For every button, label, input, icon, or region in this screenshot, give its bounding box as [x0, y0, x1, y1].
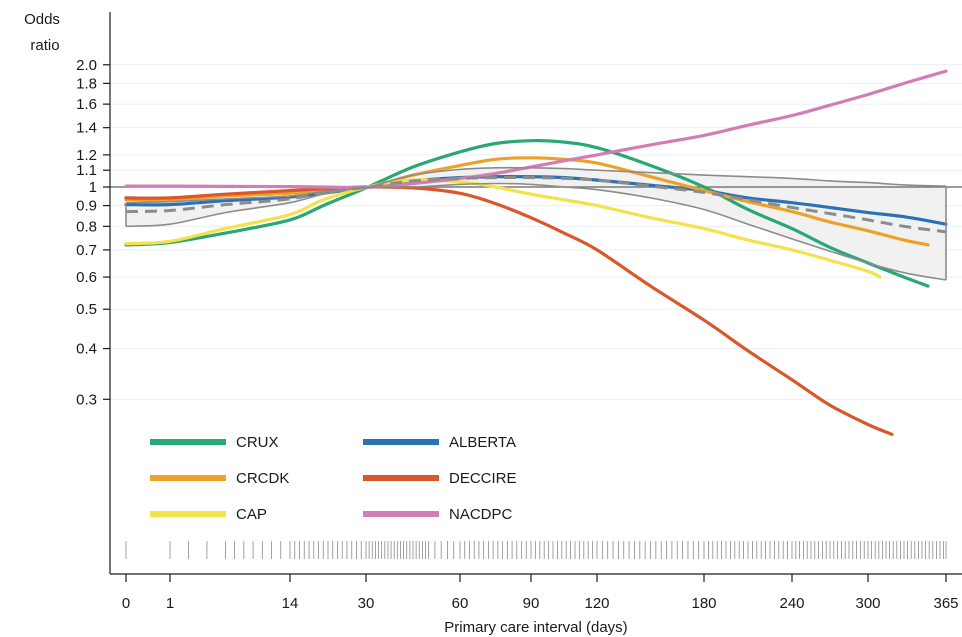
y-axis-title-line1: Odds [24, 11, 60, 28]
x-tick-label-120: 120 [584, 595, 609, 612]
x-ticks: 0 1 14 30 60 90 120 180 240 300 365 [122, 574, 959, 612]
x-tick-label-300: 300 [855, 595, 880, 612]
y-ticks: 0.3 0.4 0.5 0.6 0.7 0.8 0.9 11.11.2 1.4 1.6 1.82.0 [76, 57, 110, 408]
y-tick-label-1: 1 [89, 179, 97, 196]
y-tick-label-1-4: 1.4 [76, 120, 97, 137]
x-tick-label-30: 30 [358, 595, 375, 612]
pooled-estimate-line [125, 175, 947, 234]
y-tick-label-0-7: 0.7 [76, 242, 97, 259]
x-tick-label-0: 0 [122, 595, 130, 612]
legend-label-crcdk: CRCDK [236, 470, 289, 487]
y-tick-label-0-3: 0.3 [76, 391, 97, 408]
y-tick-label-0-9: 0.9 [76, 198, 97, 215]
legend-label-cap: CAP [236, 506, 267, 523]
gridlines [110, 64, 962, 400]
series-line-cap [124, 178, 882, 279]
pooled-estimate [125, 166, 947, 281]
x-tick-label-60: 60 [452, 595, 469, 612]
y-tick-label-1-2: 1.2 [76, 147, 97, 164]
rug-plot [125, 541, 947, 559]
y-axis-title-line2: ratio [30, 37, 59, 54]
series-line-deccire [124, 185, 894, 436]
x-tick-label-90: 90 [523, 595, 540, 612]
y-tick-label-0-5: 0.5 [76, 301, 97, 318]
y-tick-label-0-8: 0.8 [76, 218, 97, 235]
y-tick-label-0-4: 0.4 [76, 341, 97, 358]
series-line-crcdk [124, 156, 930, 247]
x-tick-label-365: 365 [933, 595, 958, 612]
legend-label-alberta: ALBERTA [449, 434, 516, 451]
legend-label-nacdpc: NACDPC [449, 506, 513, 523]
x-tick-label-240: 240 [779, 595, 804, 612]
x-axis-title: Primary care interval (days) [444, 619, 627, 636]
pooled-upper-ci [125, 166, 947, 204]
axes [109, 12, 962, 575]
y-tick-label-0-6: 0.6 [76, 269, 97, 286]
y-tick-label-1-6: 1.6 [76, 96, 97, 113]
x-tick-label-1: 1 [166, 595, 174, 612]
x-tick-label-14: 14 [282, 595, 299, 612]
legend-label-crux: CRUX [236, 434, 279, 451]
y-tick-label-2-0: 2.0 [76, 57, 97, 74]
series-line-nacdpc [124, 69, 948, 190]
series-lines [124, 69, 948, 436]
x-tick-label-180: 180 [691, 595, 716, 612]
y-tick-label-1-1: 1.1 [76, 162, 97, 179]
series-line-crux [124, 139, 930, 288]
y-tick-label-1-8: 1.8 [76, 75, 97, 92]
legend: CRUX ALBERTA CRCDK DECCIRE CAP NACDPC [150, 434, 517, 523]
pooled-lower-ci [125, 182, 947, 281]
legend-label-deccire: DECCIRE [449, 470, 517, 487]
